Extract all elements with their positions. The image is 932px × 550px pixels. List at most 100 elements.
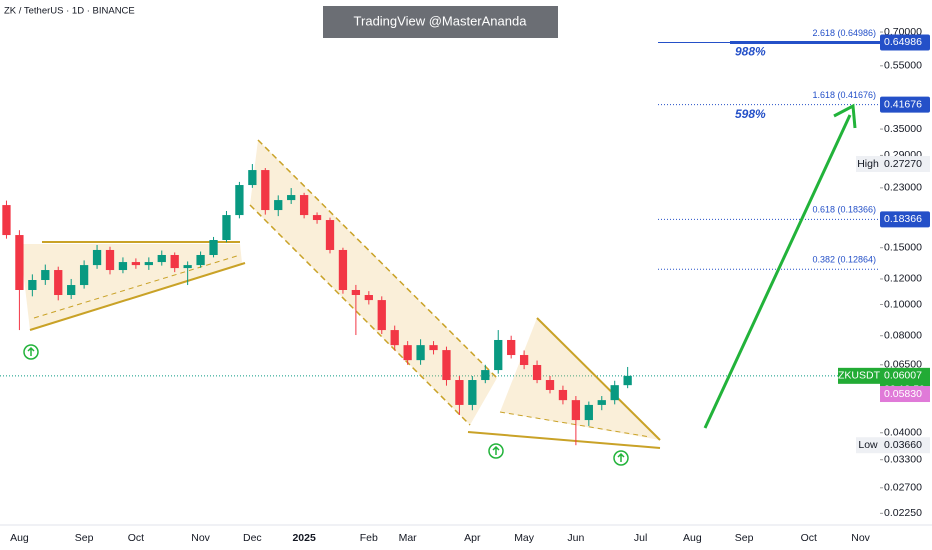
candle-body [183,265,192,269]
y-tick-label: 0.55000 [884,60,922,72]
target-arrow-head [833,103,857,129]
y-tick-label: 0.12000 [884,273,922,285]
candle-body [79,265,89,286]
price-tag [880,437,930,454]
x-tick-label: Feb [360,532,378,544]
price-tag-value: 0.05830 [884,388,922,400]
candle-body [67,285,76,296]
x-tick-label: Oct [128,532,144,544]
candle-body [274,200,283,211]
candle-body [2,205,11,236]
x-tick-label: Apr [464,532,481,544]
x-tick-label: Oct [801,532,817,544]
y-tick-label: 0.10000 [884,298,922,310]
candle-body [235,185,244,216]
x-tick-label: 2025 [292,532,316,544]
fib-label: 0.382 (0.12864) [812,255,876,265]
gain-label: 988% [735,45,766,59]
gain-label: 598% [735,107,766,121]
channel-line [257,139,498,379]
candle-body [351,289,361,296]
price-tag [880,211,930,228]
candle-body [209,239,218,255]
candle-body [325,220,335,250]
candle-body [571,400,581,421]
candle-body [390,330,399,346]
candle-body [287,195,296,201]
symbol-tag [838,367,880,384]
candle-body [261,170,270,211]
x-tick-label: Jul [634,532,647,544]
x-tick-label: May [514,532,535,544]
candle-body [532,365,542,381]
y-tick-label: 0.06500 [884,359,922,371]
wedge-fill [500,318,660,440]
candle-body [105,249,115,271]
channel-line [249,204,471,426]
candle-body [442,350,451,381]
price-tag-value: 0.27270 [884,158,922,170]
price-tag-value: 0.18366 [884,213,922,225]
x-tick-label: Sep [735,532,754,544]
symbol-name: ZKUSDT [838,370,881,382]
candle-body [15,235,24,290]
candle-body [131,262,141,266]
fib-label: 0.618 (0.18366) [812,205,876,215]
x-tick-label: Mar [399,532,418,544]
y-tick-label: 0.23000 [884,182,922,194]
price-tag [880,156,930,173]
candle-body [597,400,606,405]
candle-body [312,215,322,221]
candle-body [364,295,373,301]
wedge-line [499,411,651,438]
candle-body [403,345,412,361]
fib-label: 1.618 (0.41676) [812,90,876,100]
triangle-line [29,262,246,331]
fib-label: 2.618 (0.64986) [812,28,876,38]
x-tick-label: Sep [75,532,94,544]
price-tag [880,34,930,51]
x-tick-label: Aug [683,532,702,544]
candle-body [118,262,128,271]
wedge-line [536,317,661,441]
y-tick-label: 0.15000 [884,241,922,253]
price-axis-bg [880,0,932,550]
target-arrow [703,114,852,429]
x-tick-label: Jun [567,532,584,544]
candle-body [507,339,516,356]
candle-body [558,389,568,401]
y-tick-label: 0.08000 [884,330,922,342]
candle-body [455,380,464,405]
bottom-markers [23,344,629,466]
price-tag-value: 0.06007 [884,370,922,382]
y-tick-label: 0.02250 [884,507,922,519]
candle-body [545,380,555,390]
candle-body [92,249,102,266]
candle-body [481,370,490,381]
candle-body [196,254,205,266]
candle-body [584,404,593,421]
y-tick-label: 0.04000 [884,427,922,439]
channel-fill [250,140,497,425]
drawings [20,103,857,466]
y-tick-label: 0.03300 [884,453,922,465]
y-tick-label: 0.02700 [884,482,922,494]
price-tag-value: 0.41676 [884,98,922,110]
price-tag-value: 0.64986 [884,36,922,48]
extreme-name: Low [858,439,878,451]
chart-title: ZK / TetherUS · 1D · BINANCE [4,6,135,17]
candle-body [170,254,179,269]
candle-body [299,195,309,216]
extreme-tag [856,156,880,173]
candle-body [377,300,386,331]
candle-body [41,270,50,281]
candles [2,164,632,446]
candle-body [623,375,632,386]
extreme-name: High [857,158,879,170]
candle-body [610,385,619,401]
x-tick-label: Dec [243,532,262,544]
triangle-fill [20,244,242,330]
extreme-tag [856,437,880,454]
x-tick-label: Nov [851,532,870,544]
candle-body [429,345,438,351]
